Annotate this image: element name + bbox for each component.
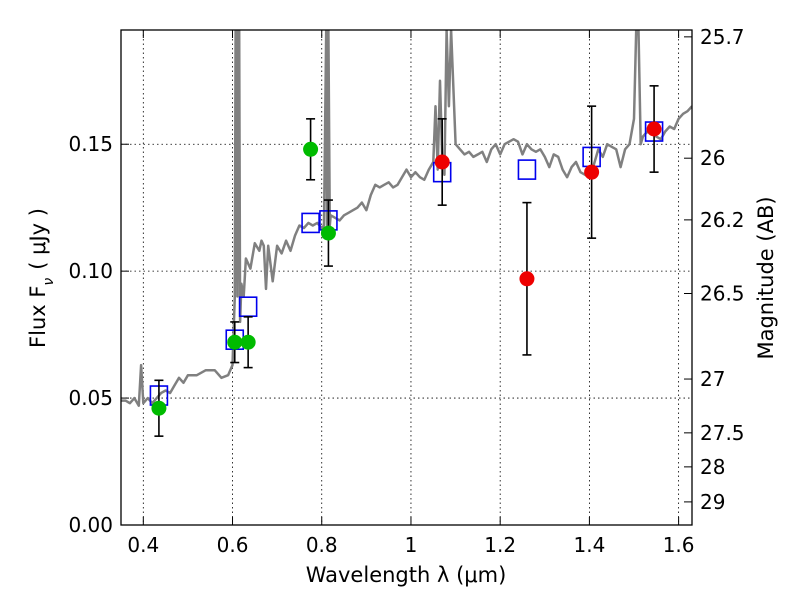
y-tick-label: 0.15 — [68, 132, 113, 156]
axis-ticks — [121, 30, 692, 526]
right-axis-label: Magnitude (AB) — [754, 196, 778, 359]
green-data-point — [303, 141, 319, 157]
right-tick-label: 26.2 — [700, 208, 745, 232]
x-tick-label: 0.4 — [127, 533, 159, 557]
y-tick-labels: 0.00 0.05 0.10 0.15 — [68, 132, 113, 537]
x-tick-label: 1 — [405, 533, 418, 557]
y-tick-label: 0.10 — [68, 259, 113, 283]
right-tick-label: 27.5 — [700, 421, 745, 445]
right-tick-label: 27 — [700, 367, 725, 391]
y-tick-label: 0.05 — [68, 386, 113, 410]
right-tick-label: 28 — [700, 455, 725, 479]
green-data-point — [227, 334, 243, 350]
observed-points — [151, 121, 662, 416]
right-tick-label: 29 — [700, 490, 725, 514]
right-tick-label: 26.5 — [700, 281, 745, 305]
red-data-point — [646, 121, 662, 137]
spectrum-line — [121, 30, 692, 407]
right-tick-labels: 25.7 26 26.2 26.5 27 27.5 28 29 — [700, 25, 745, 514]
right-tick-label: 26 — [700, 146, 725, 170]
y-axis-label: Flux Fν ( μJy ) — [26, 208, 57, 348]
plot-area — [121, 30, 692, 525]
y-axis-label-sub: ν — [41, 278, 57, 286]
x-tick-label: 1.4 — [573, 533, 605, 557]
model-box — [517, 159, 537, 180]
red-data-point — [584, 164, 600, 180]
green-data-point — [320, 225, 336, 241]
grid-lines — [121, 30, 692, 525]
red-data-point — [434, 154, 450, 170]
red-data-point — [519, 271, 535, 287]
x-tick-label: 1.6 — [663, 533, 695, 557]
x-tick-label: 1.2 — [484, 533, 516, 557]
right-tick-label: 25.7 — [700, 25, 745, 49]
y-tick-label: 0.00 — [68, 513, 113, 537]
x-axis-label: Wavelength λ (μm) — [306, 563, 507, 587]
x-tick-label: 0.6 — [217, 533, 249, 557]
x-tick-label: 0.8 — [306, 533, 338, 557]
y-axis-label-tail: ( μJy ) — [26, 208, 50, 270]
plot-frame — [120, 29, 693, 526]
green-data-point — [151, 400, 167, 416]
y-axis-label-main: Flux F — [26, 286, 50, 348]
green-data-point — [240, 334, 256, 350]
x-tick-labels: 0.4 0.6 0.8 1 1.2 1.4 1.6 — [127, 533, 694, 557]
model-box — [301, 212, 320, 234]
